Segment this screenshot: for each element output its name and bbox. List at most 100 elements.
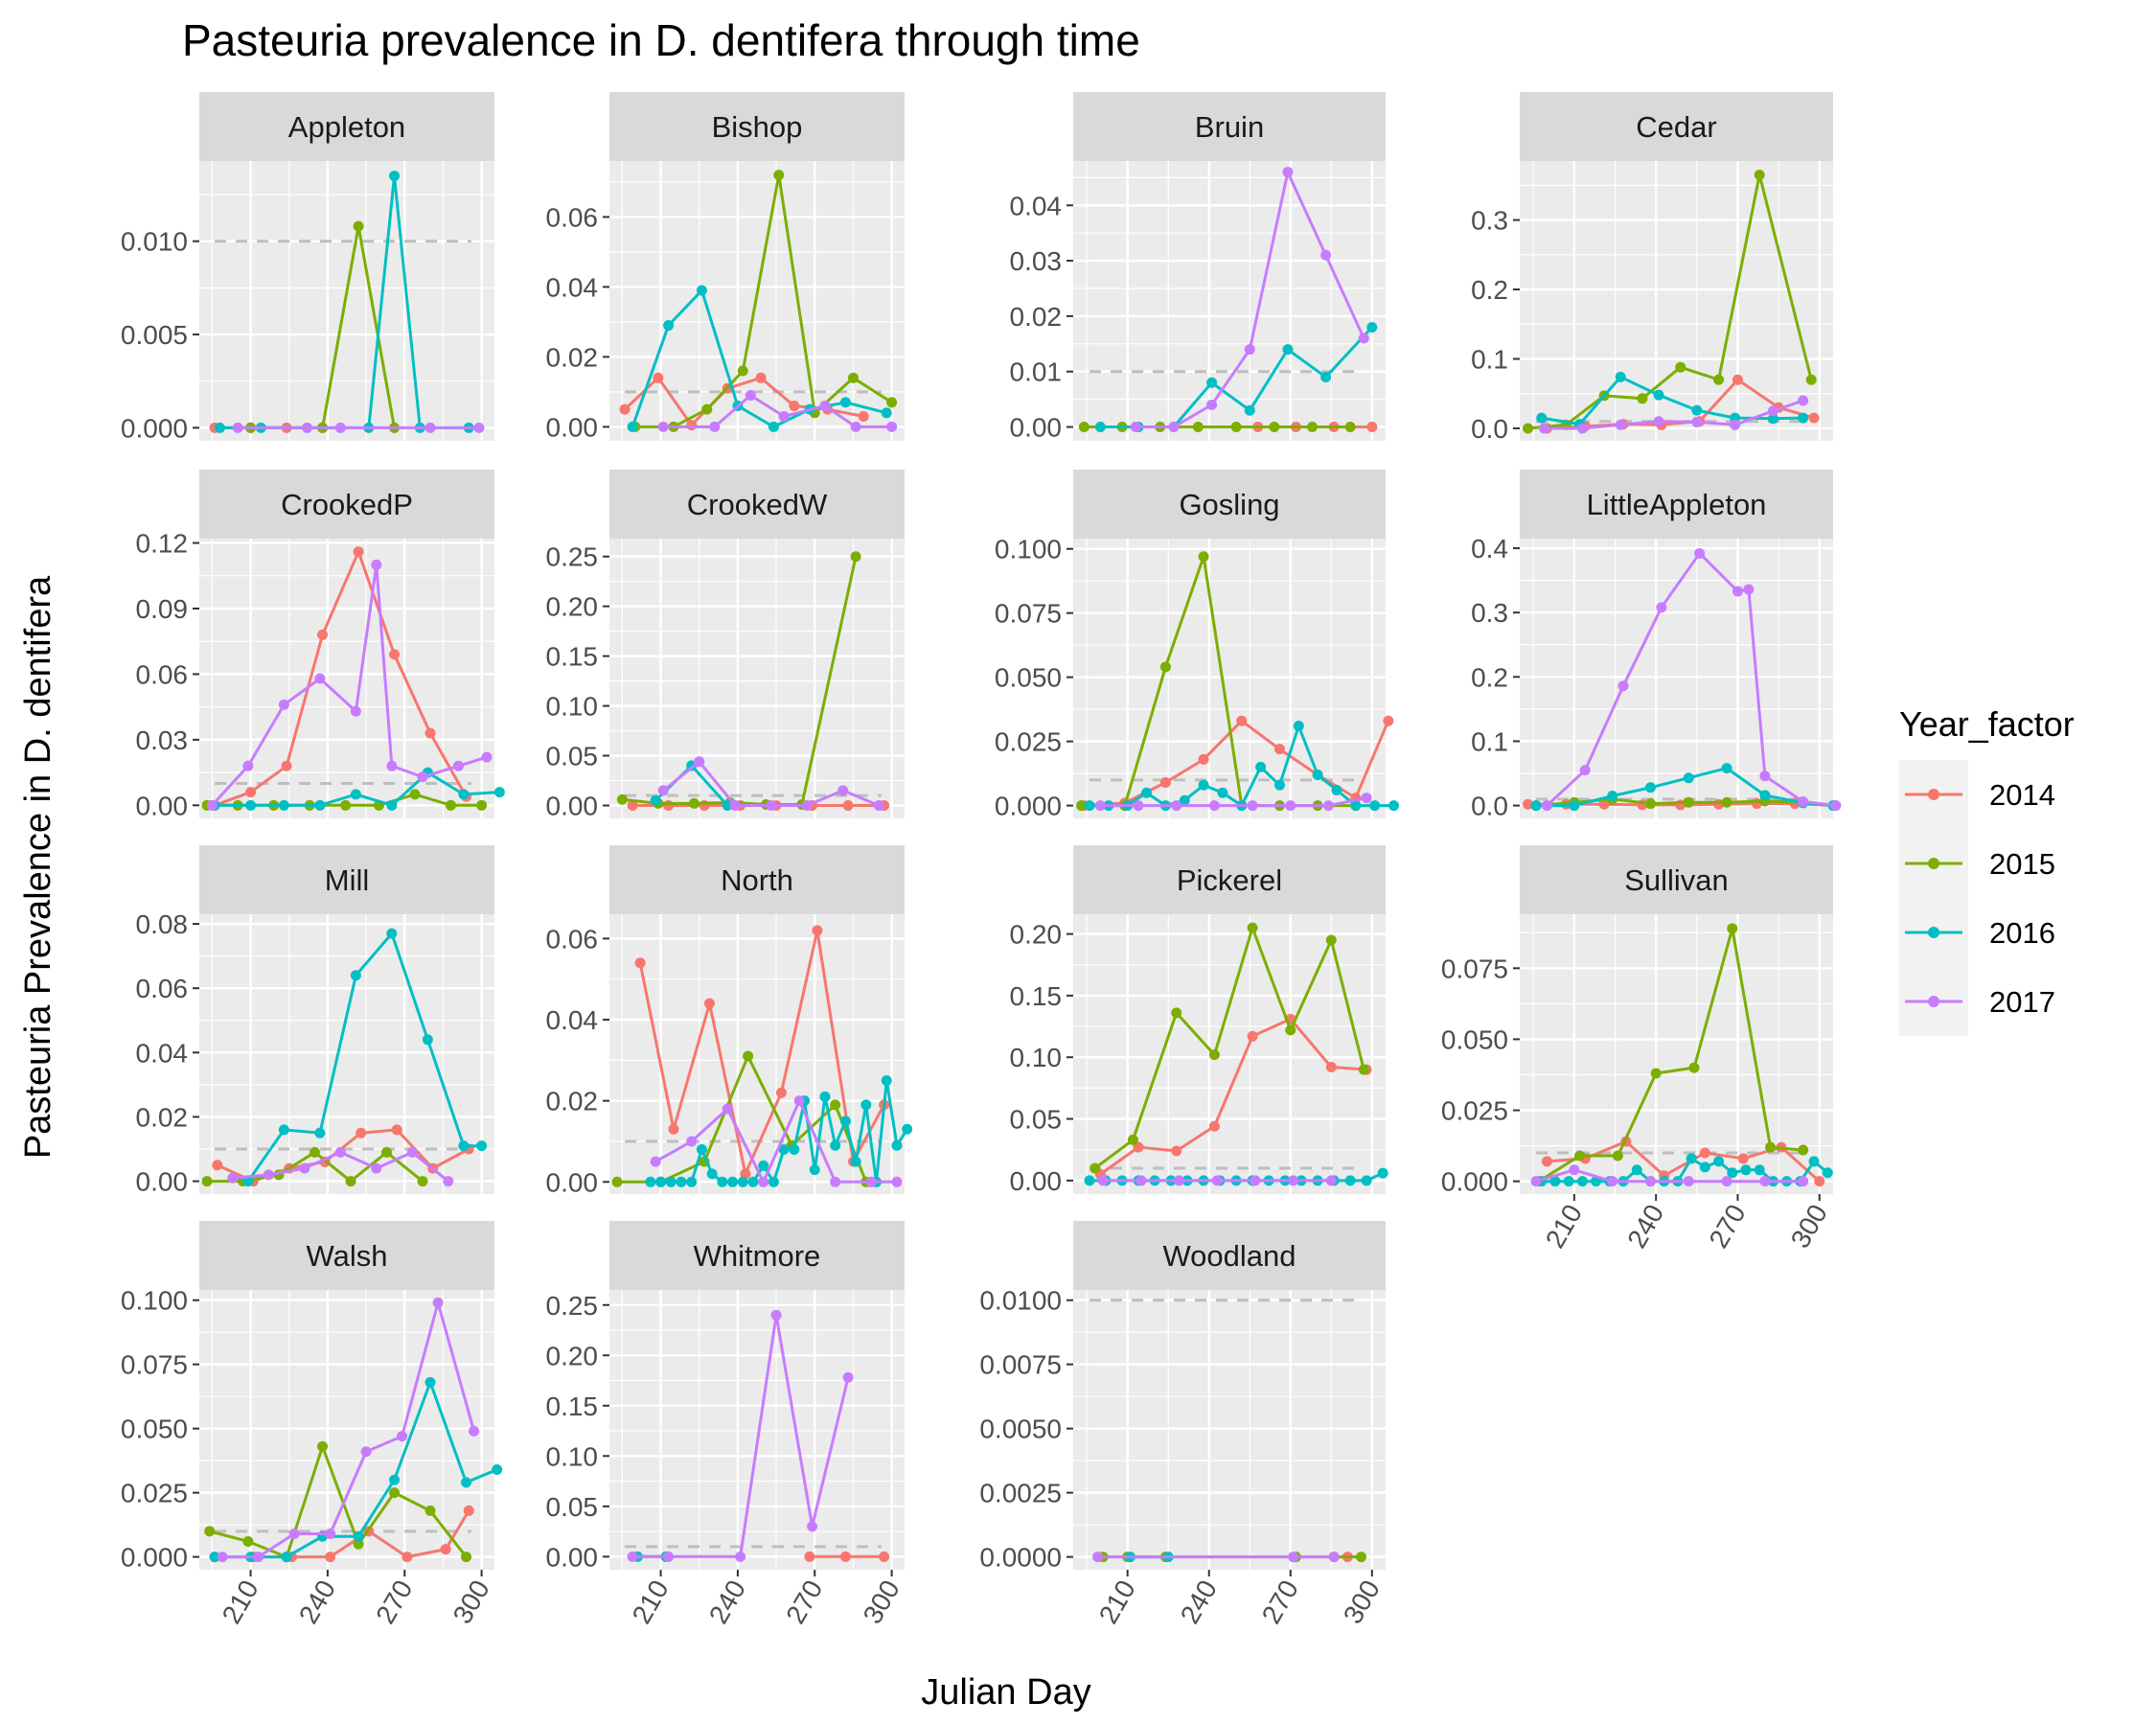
data-point-2014 <box>1171 1145 1182 1157</box>
data-point-2017 <box>1244 344 1255 356</box>
y-tick-label: 0.000 <box>121 1543 188 1573</box>
data-point-2014 <box>775 1087 787 1098</box>
panel-woodland: Woodland0.00000.00250.00500.00750.010021… <box>979 1221 1386 1628</box>
legend-item-2017: 2017 <box>1899 967 2055 1036</box>
data-point-2015 <box>1805 374 1817 385</box>
facet-label: Sullivan <box>1624 863 1729 897</box>
data-point-2017 <box>371 559 382 570</box>
data-point-2017 <box>1168 422 1180 433</box>
series-line-2017 <box>632 1315 850 1558</box>
data-point-2016 <box>1691 404 1703 416</box>
data-point-2016 <box>1366 321 1378 333</box>
data-point-2017 <box>1539 423 1550 434</box>
data-point-2016 <box>850 1156 861 1167</box>
data-point-2017 <box>1541 800 1552 812</box>
data-point-2015 <box>461 1552 472 1563</box>
data-point-2017 <box>1133 800 1144 812</box>
data-point-2017 <box>253 1552 264 1563</box>
legend-title: Year_factor <box>1899 704 2075 744</box>
data-point-2016 <box>1713 1156 1725 1167</box>
data-point-2015 <box>1675 361 1686 373</box>
data-point-2016 <box>1759 790 1771 801</box>
data-point-2014 <box>1198 753 1209 765</box>
data-point-2014 <box>1133 1141 1144 1153</box>
data-point-2017 <box>371 1162 382 1174</box>
data-point-2016 <box>1094 422 1106 433</box>
data-point-2015 <box>886 397 898 408</box>
data-point-2016 <box>1198 779 1209 791</box>
facet-panels: Appleton 0.000 0.005 0.010 Bishop 0.00 0.02 0.0… <box>121 92 1842 1628</box>
data-point-2016 <box>353 1530 364 1542</box>
data-point-2017 <box>1208 800 1220 812</box>
data-point-2017 <box>1530 1176 1542 1187</box>
data-point-2016 <box>1084 800 1095 812</box>
data-point-2016 <box>696 1143 707 1155</box>
data-point-2015 <box>1721 796 1732 808</box>
data-point-2017 <box>801 799 813 811</box>
data-point-2015 <box>310 1146 321 1158</box>
data-point-2015 <box>1171 1007 1182 1019</box>
data-point-2014 <box>1732 374 1743 385</box>
data-point-2016 <box>717 1176 728 1187</box>
panel-background <box>199 914 494 1194</box>
data-point-2014 <box>686 420 698 431</box>
y-tick-label: 0.04 <box>1010 191 1063 220</box>
data-point-2014 <box>463 1505 474 1516</box>
data-point-2017 <box>217 1552 228 1563</box>
data-point-2017 <box>627 1551 638 1562</box>
data-point-2014 <box>1699 1147 1710 1159</box>
facet-strip <box>199 92 494 161</box>
data-point-2017 <box>325 1528 336 1539</box>
data-point-2017 <box>232 422 243 433</box>
data-point-2015 <box>616 794 628 805</box>
data-point-2015 <box>201 1176 213 1187</box>
series-line-2014 <box>214 547 468 807</box>
data-point-2017 <box>837 785 849 796</box>
data-point-2017 <box>1250 1175 1261 1186</box>
data-point-2016 <box>492 1464 503 1476</box>
data-point-2015 <box>424 1505 436 1516</box>
data-point-2015 <box>1078 422 1089 433</box>
data-point-2016 <box>214 422 225 433</box>
data-point-2014 <box>245 787 257 798</box>
data-point-2016 <box>1798 412 1809 424</box>
y-tick-label: 0.050 <box>121 1414 188 1444</box>
facet-strip <box>199 1221 494 1290</box>
data-point-2015 <box>1637 393 1648 404</box>
data-point-2017 <box>1759 770 1771 782</box>
data-point-2014 <box>1523 798 1534 810</box>
y-tick-label: 0.12 <box>136 529 189 559</box>
y-tick-label: 0.0050 <box>979 1414 1062 1444</box>
data-point-2014 <box>804 1551 815 1562</box>
data-point-2017 <box>1830 800 1842 812</box>
data-point-2014 <box>325 1552 336 1563</box>
y-tick-label: 0.00 <box>1010 413 1063 443</box>
y-tick-label: 0.050 <box>995 663 1062 693</box>
y-tick-label: 0.100 <box>121 1286 188 1316</box>
data-point-2017 <box>722 1103 733 1115</box>
y-tick-label: 0.00 <box>546 412 599 442</box>
data-point-2017 <box>663 1551 675 1562</box>
series-line-2017 <box>1546 551 1836 808</box>
data-point-2014 <box>663 799 675 811</box>
y-tick-label: 0.3 <box>1471 598 1508 628</box>
y-tick-label: 0.0 <box>1471 792 1508 821</box>
facet-label: Walsh <box>307 1239 388 1273</box>
series-line-2017 <box>1535 1168 1803 1184</box>
y-tick-label: 0.08 <box>136 909 189 939</box>
data-point-2017 <box>1211 1175 1223 1186</box>
data-point-2014 <box>789 401 800 411</box>
data-point-2014 <box>1159 776 1171 788</box>
data-point-2016 <box>389 1474 401 1485</box>
facet-label: Pickerel <box>1177 863 1282 897</box>
data-point-2015 <box>701 403 713 415</box>
series-line-2017 <box>222 1297 476 1559</box>
data-point-2015 <box>1344 422 1356 433</box>
panel-background <box>199 539 494 818</box>
y-tick-label: 0.25 <box>546 542 599 572</box>
data-point-2016 <box>655 1176 667 1187</box>
data-point-2016 <box>493 787 505 798</box>
y-tick-label: 0.1 <box>1471 345 1508 375</box>
facet-strip <box>199 470 494 539</box>
